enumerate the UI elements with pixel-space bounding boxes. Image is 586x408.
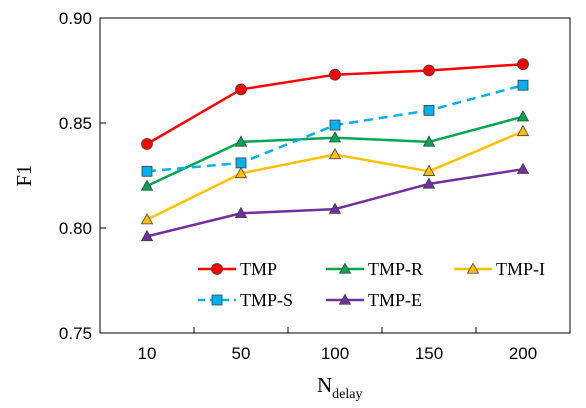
data-point-tmp-s: [517, 79, 529, 91]
data-point-tmp-s: [141, 165, 153, 177]
series-tmp-s: [141, 79, 529, 177]
x-tick-label: 200: [509, 344, 537, 363]
data-point-tmp-s: [329, 119, 341, 131]
series-tmp-r: [140, 110, 530, 191]
y-tick-label: 0.90: [59, 9, 92, 28]
legend-marker: [211, 263, 223, 275]
data-point-tmp-s: [235, 157, 247, 169]
data-point-tmp: [517, 58, 529, 71]
legend-item-tmp-i: TMP-I: [454, 259, 545, 279]
y-tick-label: 0.75: [59, 324, 92, 343]
legend: TMP TMP-R TMP-I TMP-S TMP-E: [198, 259, 545, 310]
x-tick-label: 150: [415, 344, 443, 363]
plot-axes: 0.75 0.80 0.85 0.90 10 50 100 150 200: [59, 9, 571, 363]
legend-label: TMP-I: [496, 259, 545, 279]
x-axis-title: Ndelay: [317, 373, 363, 402]
legend-item-tmp: TMP: [198, 259, 277, 279]
x-axis-title-subscript: delay: [332, 387, 362, 402]
data-point-tmp-i: [422, 164, 436, 176]
legend-label: TMP: [240, 259, 277, 279]
y-tick-label: 0.85: [59, 114, 92, 133]
data-point-tmp-i: [328, 147, 342, 160]
data-point-tmp-i: [516, 124, 530, 137]
y-tick-label: 0.80: [59, 219, 92, 238]
data-point-tmp-r: [234, 135, 248, 147]
legend-item-tmp-e: TMP-E: [326, 290, 422, 310]
legend-label: TMP-R: [368, 259, 423, 279]
data-point-tmp-r: [516, 110, 530, 122]
legend-marker: [338, 262, 352, 274]
legend-item-tmp-r: TMP-R: [326, 259, 423, 279]
y-axis-title: F1: [12, 164, 36, 186]
data-point-tmp-e: [422, 177, 436, 189]
plot-frame: [99, 17, 571, 334]
legend-label: TMP-S: [240, 290, 293, 310]
legend-item-tmp-s: TMP-S: [198, 290, 293, 310]
data-point-tmp: [141, 138, 153, 150]
x-tick-label: 50: [232, 344, 251, 363]
data-point-tmp: [235, 83, 247, 96]
series-tmp: [141, 58, 529, 150]
data-point-tmp-e: [328, 202, 342, 214]
data-point-tmp-e: [234, 206, 248, 218]
data-point-tmp-i: [140, 213, 154, 225]
data-point-tmp-s: [423, 105, 435, 116]
data-point-tmp-r: [140, 179, 154, 191]
data-point-tmp-e: [516, 162, 530, 174]
data-point-tmp-r: [422, 135, 436, 147]
x-tick-label: 100: [321, 344, 349, 363]
legend-marker: [338, 293, 352, 305]
data-point-tmp-r: [328, 131, 342, 143]
data-point-tmp: [423, 64, 435, 77]
series-layer: [140, 58, 530, 242]
x-axis-title-main: N: [317, 373, 332, 397]
data-point-tmp-e: [140, 229, 154, 242]
legend-label: TMP-E: [368, 290, 422, 310]
series-tmp-e: [140, 162, 530, 242]
data-point-tmp-i: [234, 166, 248, 179]
data-point-tmp: [329, 68, 341, 81]
x-tick-label: 10: [138, 344, 157, 363]
legend-marker: [466, 262, 480, 274]
legend-marker: [211, 294, 223, 306]
series-tmp-i: [140, 124, 530, 225]
